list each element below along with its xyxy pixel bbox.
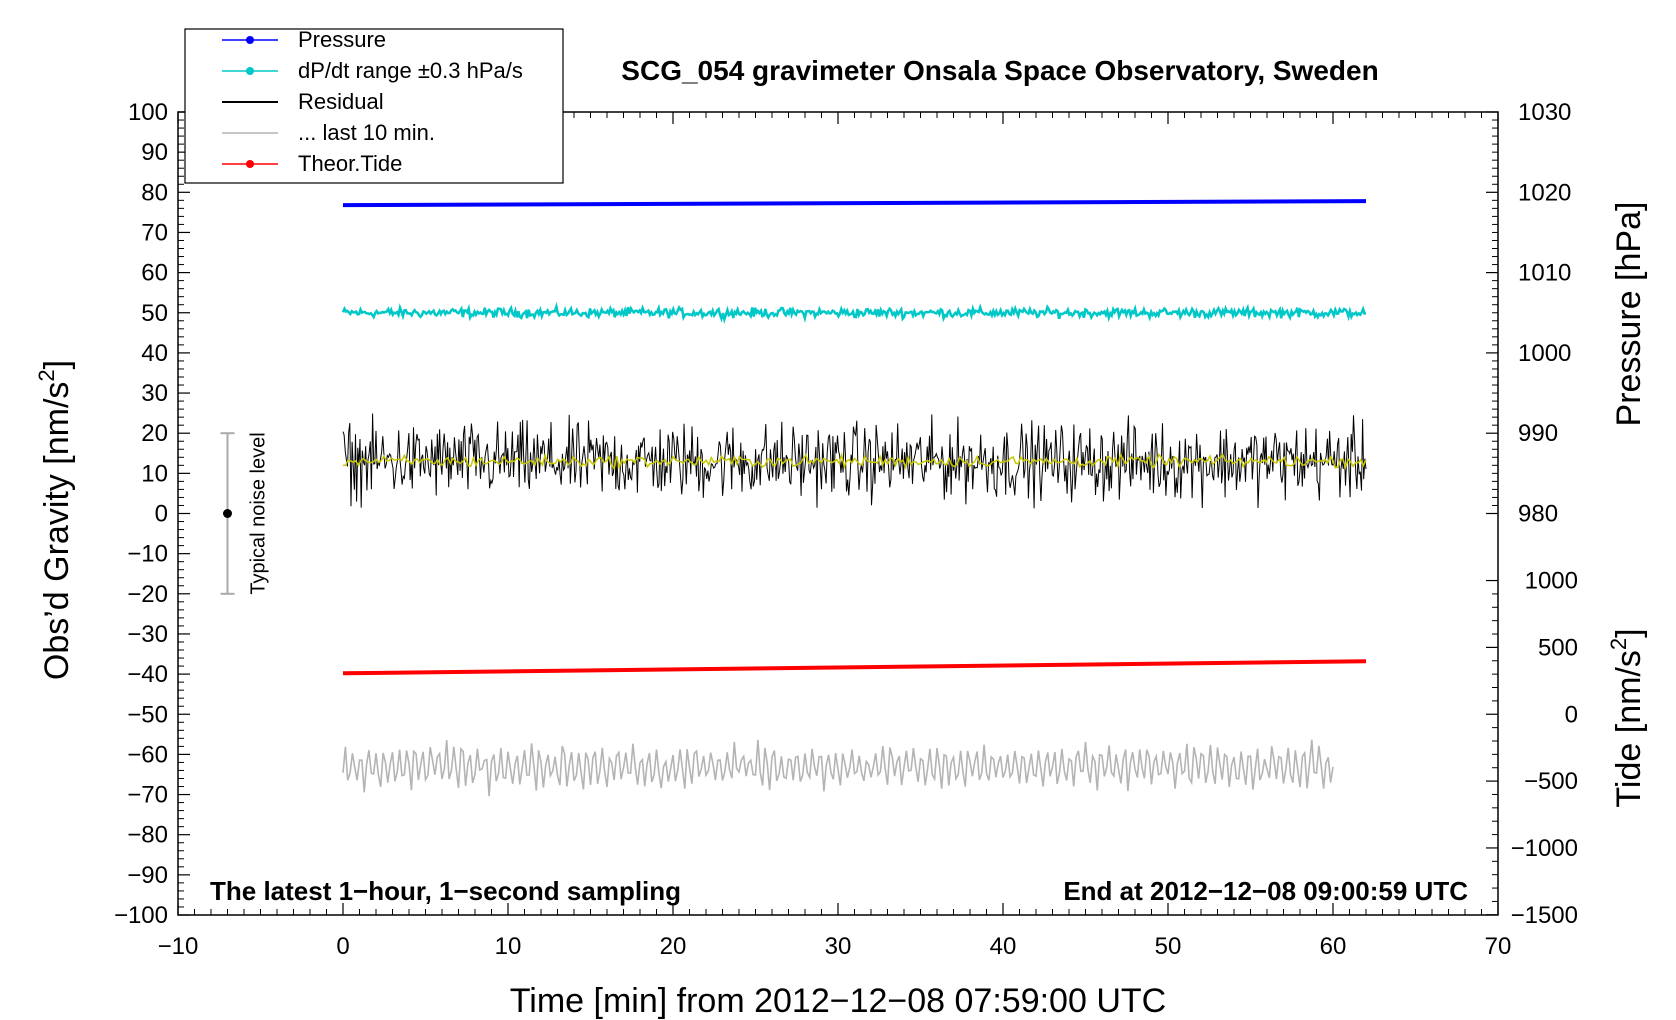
y-left-tick-label: 70 (141, 219, 168, 246)
y-tide-tick-label: 0 (1565, 701, 1578, 728)
x-tick-label: 30 (825, 933, 852, 960)
y-axis-tide-label: Tide [nm/s2] (1606, 628, 1648, 807)
legend-label: Pressure (298, 27, 386, 52)
legend-label: dP/dt range ±0.3 hPa/s (298, 58, 523, 83)
dpdt-line (341, 301, 1367, 325)
x-tick-label: 0 (336, 933, 349, 960)
y-left-tick-label: −100 (114, 902, 168, 929)
y-axis-left-label-end: ] (38, 360, 76, 369)
x-tick-label: 10 (495, 933, 522, 960)
x-tick-label: 40 (990, 933, 1017, 960)
axis-ticks-group: −10 0 10 20 30 40 50 60 701009080706050403020100… (114, 99, 1578, 960)
y-pressure-tick-label: 1000 (1518, 340, 1571, 367)
residual-line (342, 413, 1367, 509)
y-left-tick-label: 40 (141, 340, 168, 367)
y-left-tick-label: 10 (141, 460, 168, 487)
legend-swatch-marker (246, 160, 254, 168)
legend-label: ... last 10 min. (298, 120, 435, 145)
y-pressure-tick-label: 1020 (1518, 179, 1571, 206)
y-axis-tide-label-main: Tide [nm/s (1610, 650, 1648, 807)
y-left-tick-label: −50 (127, 701, 168, 728)
x-axis-label: Time [min] from 2012−12−08 07:59:00 UTC (510, 982, 1166, 1020)
legend-swatch-marker (246, 36, 254, 44)
y-left-tick-label: −60 (127, 741, 168, 768)
y-axis-tide-label-sup: 2 (1606, 638, 1631, 650)
y-left-tick-label: 90 (141, 139, 168, 166)
y-left-tick-label: 20 (141, 420, 168, 447)
legend-box (184, 28, 564, 184)
x-tick-label: 50 (1155, 933, 1182, 960)
pressure-line (342, 199, 1367, 208)
y-tide-tick-label: −500 (1524, 768, 1578, 795)
y-axis-pressure-label: Pressure [hPa] (1610, 202, 1648, 427)
x-tick-label: 60 (1320, 933, 1347, 960)
y-pressure-tick-label: 980 (1518, 501, 1558, 528)
y-tide-tick-label: −1500 (1511, 902, 1578, 929)
y-tide-tick-label: −1000 (1511, 835, 1578, 862)
x-tick-label: 20 (660, 933, 687, 960)
y-left-tick-label: 50 (141, 300, 168, 327)
y-tide-tick-label: 1000 (1525, 568, 1578, 595)
y-left-tick-label: −70 (127, 782, 168, 809)
series-layer (341, 199, 1367, 797)
y-left-tick-label: −30 (127, 621, 168, 648)
legend-label: Theor.Tide (298, 151, 402, 176)
annotation-sampling: The latest 1−hour, 1−second sampling (210, 876, 681, 906)
y-left-tick-label: 80 (141, 179, 168, 206)
legend: Pressure dP/dt range ±0.3 hPa/s Residual..… (184, 27, 564, 184)
y-left-tick-label: −90 (127, 862, 168, 889)
y-axis-left-label-sup: 2 (34, 369, 59, 381)
y-axis-left-label: Obs’d Gravity [nm/s2] (34, 360, 76, 680)
y-left-tick-label: −80 (127, 822, 168, 849)
y-pressure-tick-label: 1010 (1518, 260, 1571, 287)
legend-swatch-marker (246, 67, 254, 75)
legend-entries: Pressure dP/dt range ±0.3 hPa/s Residual..… (222, 27, 523, 176)
y-pressure-tick-label: 990 (1518, 420, 1558, 447)
x-tick-label: −10 (158, 933, 199, 960)
y-axis-tide-label-end: ] (1610, 628, 1648, 637)
y-tide-tick-label: 500 (1538, 634, 1578, 661)
noise-center-dot (223, 509, 232, 518)
y-left-tick-label: −10 (127, 541, 168, 568)
y-axis-left-label-main: Obs’d Gravity [nm/s (38, 382, 76, 681)
legend-label: Residual (298, 89, 384, 114)
annotation-end-time: End at 2012−12−08 09:00:59 UTC (1063, 876, 1468, 906)
chart-title: SCG_054 gravimeter Onsala Space Observat… (621, 55, 1378, 86)
x-tick-label: 70 (1485, 933, 1512, 960)
y-left-tick-label: 30 (141, 380, 168, 407)
plot-area-frame (177, 111, 1499, 916)
y-left-tick-label: 100 (128, 99, 168, 126)
residual-smoothed-line (342, 452, 1367, 471)
tide-line (342, 659, 1367, 676)
last-10-min-line (342, 739, 1334, 797)
y-left-tick-label: 0 (155, 501, 168, 528)
y-pressure-tick-label: 1030 (1518, 99, 1571, 126)
y-left-tick-label: −40 (127, 661, 168, 688)
y-left-tick-label: 60 (141, 260, 168, 287)
noise-label: Typical noise level (248, 432, 270, 594)
y-left-tick-label: −20 (127, 581, 168, 608)
noise-indicator: Typical noise level (220, 432, 270, 595)
